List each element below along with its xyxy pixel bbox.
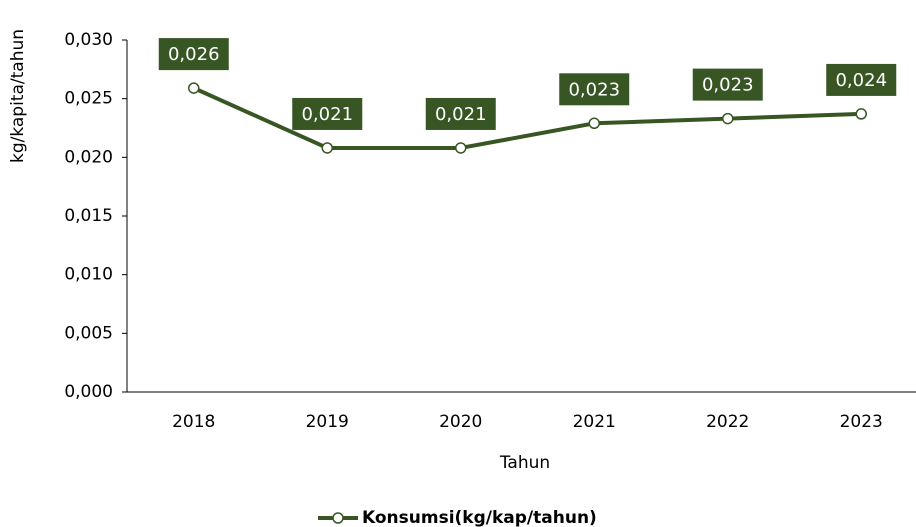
- data-label-box: [158, 38, 229, 71]
- y-tick-label: 0,015: [64, 206, 113, 226]
- data-point: [455, 142, 467, 154]
- y-tick-label: 0,020: [64, 147, 113, 167]
- data-label-box: [425, 97, 496, 130]
- data-point: [588, 117, 600, 130]
- x-axis-title: Tahun: [499, 453, 550, 473]
- y-axis-title: kg/kapita/tahun: [8, 29, 28, 163]
- data-label: 0,023: [702, 75, 754, 96]
- data-label-box: [692, 68, 763, 101]
- legend-marker: [332, 512, 344, 524]
- data-label-box: [292, 97, 363, 130]
- x-tick-label: 2021: [573, 412, 616, 432]
- data-label: 0,021: [435, 104, 487, 125]
- y-tick-label: 0,000: [64, 382, 113, 402]
- data-label: 0,024: [835, 70, 887, 91]
- data-point: [188, 82, 200, 94]
- y-tick-label: 0,010: [64, 265, 113, 285]
- data-point: [855, 108, 867, 120]
- y-tick-label: 0,025: [64, 89, 113, 109]
- data-point: [321, 142, 333, 154]
- data-line: [192, 86, 862, 150]
- y-tick-label: 0,030: [64, 30, 113, 50]
- x-tick-label: 2018: [172, 412, 215, 432]
- data-label: 0,023: [568, 79, 620, 100]
- data-point: [722, 112, 734, 125]
- data-label-box: [559, 73, 630, 106]
- x-tick-label: 2023: [840, 412, 883, 432]
- data-label: 0,026: [168, 44, 220, 65]
- legend-label: Konsumsi(kg/kap/tahun): [362, 508, 597, 527]
- x-tick-label: 2019: [306, 412, 349, 432]
- x-tick-label: 2020: [439, 412, 482, 432]
- data-label-box: [826, 63, 897, 96]
- data-label: 0,021: [301, 104, 353, 125]
- y-tick-label: 0,005: [64, 323, 113, 343]
- x-tick-label: 2022: [706, 412, 749, 432]
